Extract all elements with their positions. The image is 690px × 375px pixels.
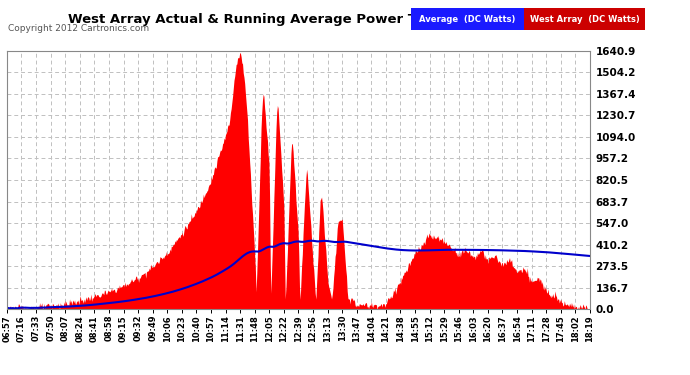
Text: Average  (DC Watts): Average (DC Watts)	[420, 15, 515, 24]
Text: Copyright 2012 Cartronics.com: Copyright 2012 Cartronics.com	[8, 24, 150, 33]
Text: West Array Actual & Running Average Power Thu Oct 4 18:29: West Array Actual & Running Average Powe…	[68, 13, 526, 26]
Text: West Array  (DC Watts): West Array (DC Watts)	[530, 15, 640, 24]
